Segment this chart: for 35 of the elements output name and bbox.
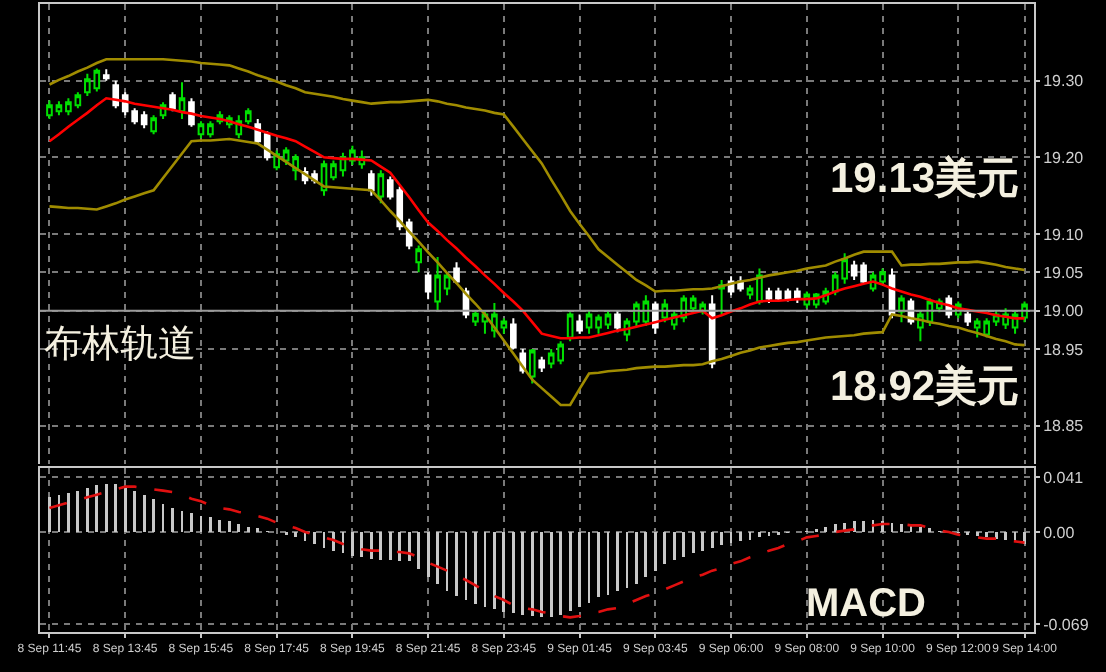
y-tick-label: -0.069	[1043, 615, 1090, 634]
y-tick-label: 18.95	[1043, 340, 1085, 359]
y-tick-label: 19.00	[1043, 302, 1085, 321]
annotation: MACD	[806, 582, 926, 626]
annotation: 布林轨道	[44, 324, 196, 366]
candlestick	[377, 169, 385, 205]
y-tick-label: 0.041	[1043, 468, 1085, 487]
annotation: 18.92美元	[830, 362, 1020, 410]
candlestick	[538, 355, 546, 373]
line-series	[48, 137, 1026, 407]
candlestick	[102, 68, 110, 82]
line-series	[48, 57, 1026, 293]
candlestick	[150, 114, 157, 136]
candlestick	[169, 91, 176, 113]
candlestick	[718, 279, 725, 316]
candlestick	[528, 348, 536, 385]
candlestick	[188, 97, 195, 128]
candlestick	[898, 294, 905, 324]
candlestick	[368, 169, 375, 197]
y-tick-label: 19.05	[1043, 263, 1085, 282]
candlestick	[576, 313, 583, 335]
annotation: 19.13美元	[830, 154, 1020, 202]
line-series	[48, 485, 1026, 619]
y-tick-label: 19.10	[1043, 225, 1085, 244]
candlestick	[453, 261, 460, 285]
candlestick	[964, 309, 972, 327]
y-tick-label: 0.00	[1043, 523, 1076, 542]
candlestick	[424, 271, 432, 301]
candlestick	[178, 81, 186, 120]
y-tick-label: 18.85	[1043, 417, 1085, 436]
candlestick	[614, 309, 621, 334]
candlestick	[415, 244, 422, 274]
candlestick	[510, 317, 517, 350]
y-tick-label: 19.20	[1043, 148, 1085, 167]
y-tick-label: 19.30	[1043, 72, 1085, 91]
